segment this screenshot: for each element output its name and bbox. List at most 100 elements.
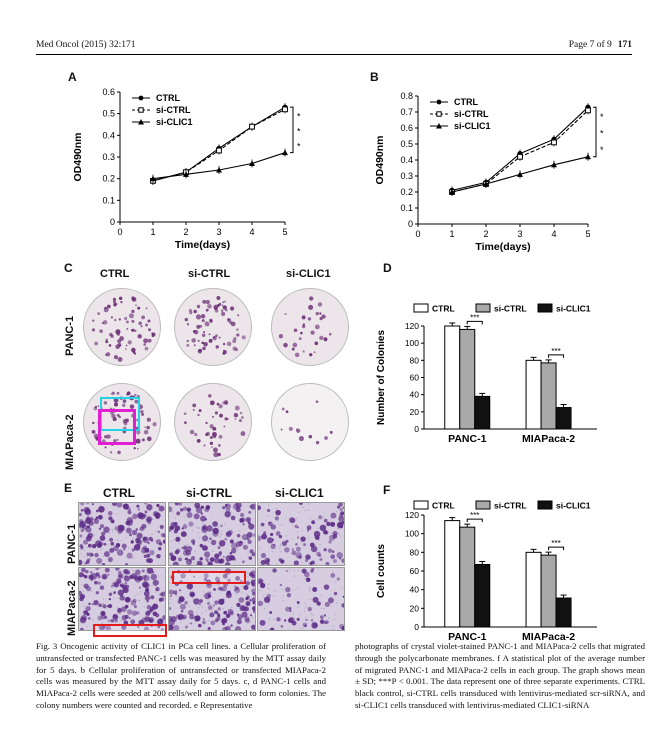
membrane-pore <box>178 595 180 597</box>
colony <box>145 323 149 327</box>
membrane-pore <box>297 569 299 572</box>
migrated-cell <box>340 511 345 516</box>
membrane-pore <box>289 569 291 571</box>
migrated-cell <box>124 563 129 567</box>
migrated-cell <box>320 615 324 619</box>
colony <box>111 391 115 395</box>
migrated-cell <box>251 552 256 557</box>
membrane-pore <box>202 591 205 593</box>
membrane-pore <box>210 515 212 517</box>
membrane-pore <box>118 534 120 536</box>
migrated-cell <box>170 555 177 562</box>
colony <box>120 300 123 304</box>
colony <box>184 317 188 322</box>
migrated-cell <box>217 613 220 617</box>
migration-row-label-panc1: PANC-1 <box>66 523 78 564</box>
migrated-cell <box>319 557 323 561</box>
colony <box>99 329 103 333</box>
membrane-pore <box>117 607 119 609</box>
panel-label-c: C <box>64 261 73 275</box>
colony <box>293 328 298 333</box>
migrated-cell <box>136 504 140 508</box>
colony <box>309 353 313 357</box>
y-tick-label-b: 0.5 <box>400 139 413 149</box>
colony <box>131 319 135 323</box>
colony <box>291 347 295 351</box>
y-tick-label-d: 100 <box>405 338 419 348</box>
membrane-pore <box>301 530 303 532</box>
legend-marker-a <box>138 107 144 113</box>
migrated-cell <box>312 587 318 593</box>
membrane-pore <box>222 608 224 610</box>
membrane-pore <box>292 538 294 541</box>
migrated-cell <box>103 551 110 557</box>
migrated-cell <box>147 541 150 545</box>
colony <box>144 346 149 351</box>
figure-caption-right: photographs of crystal violet-stained PA… <box>355 641 645 710</box>
migrated-cell <box>209 537 212 541</box>
colony <box>220 309 224 312</box>
membrane-pore <box>241 591 243 593</box>
data-point-a <box>150 175 156 182</box>
migrated-cell <box>324 620 329 624</box>
membrane-pore <box>87 577 89 579</box>
legend-label-a: si-CLIC1 <box>156 117 193 127</box>
migrated-cell <box>266 508 271 513</box>
migrated-cell <box>336 577 340 581</box>
colony <box>186 339 189 343</box>
migrated-cell <box>325 561 330 566</box>
colony <box>209 319 213 323</box>
x-tick-label-a: 5 <box>282 227 287 237</box>
membrane-pore <box>202 523 204 525</box>
colony <box>205 299 211 305</box>
migrated-cell <box>266 537 274 544</box>
colony <box>141 438 145 442</box>
migrated-cell <box>108 592 113 597</box>
migrated-cell <box>124 581 128 585</box>
x-tick-label-a: 1 <box>150 227 155 237</box>
migrated-cell <box>113 591 117 595</box>
colony <box>283 342 288 348</box>
colony <box>122 403 126 407</box>
migrated-cell <box>175 548 181 554</box>
membrane-pore <box>127 603 129 605</box>
migrated-cell <box>202 535 209 542</box>
bar-f <box>444 520 461 628</box>
migrated-cell <box>246 532 253 538</box>
y-tick-label-a: 0.5 <box>102 109 115 119</box>
colony <box>278 334 284 339</box>
colony <box>113 355 118 360</box>
membrane-pore <box>102 555 105 557</box>
migrated-cell <box>80 501 85 506</box>
migrated-cell <box>97 581 101 585</box>
membrane-pore <box>143 606 145 608</box>
migrated-cell <box>249 614 253 617</box>
membrane-pore <box>252 616 254 619</box>
colony <box>233 413 239 418</box>
migrated-cell <box>278 558 283 562</box>
migrated-cell <box>153 511 159 517</box>
membrane-pore <box>186 543 188 546</box>
migrated-cell <box>209 612 215 618</box>
migrated-cell <box>123 548 126 551</box>
migrated-cell <box>124 575 128 578</box>
colony <box>204 321 210 327</box>
migrated-cell <box>103 542 107 546</box>
legend-label-b: si-CTRL <box>454 109 489 119</box>
migrated-cell <box>158 542 163 546</box>
colony <box>296 428 301 433</box>
migrated-cell <box>112 614 119 620</box>
membrane-pore <box>121 539 123 541</box>
migrated-cell <box>98 603 102 608</box>
migrated-cell <box>242 544 249 550</box>
colony <box>240 431 246 436</box>
colony <box>92 319 95 322</box>
migrated-cell <box>318 515 323 520</box>
colony <box>137 447 139 450</box>
migrated-cell <box>230 515 236 521</box>
migrated-cell <box>79 616 87 624</box>
colony <box>215 345 219 349</box>
legend-marker-a <box>138 95 144 101</box>
migrated-cell <box>280 625 284 628</box>
colony <box>241 335 246 340</box>
